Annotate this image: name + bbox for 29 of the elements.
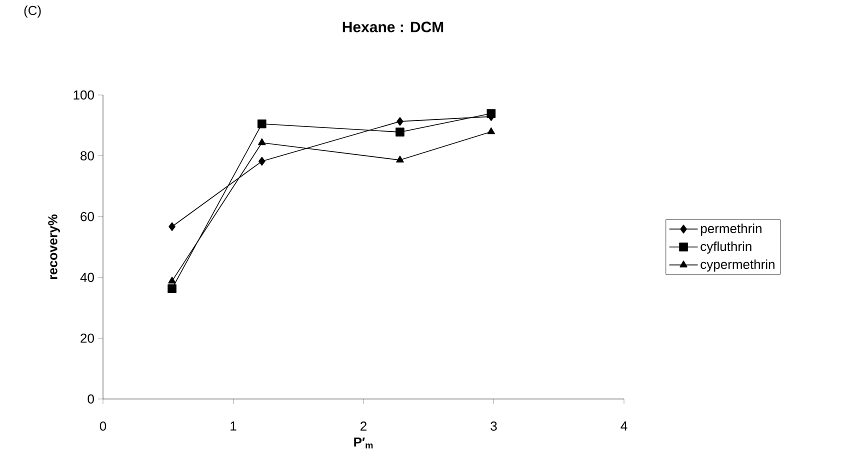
chart-title: Hexane : DCM bbox=[342, 22, 444, 32]
legend-label: cypermethrin bbox=[700, 259, 774, 272]
x-tick-label: 2 bbox=[360, 422, 366, 431]
y-tick-label: 0 bbox=[88, 394, 94, 404]
point bbox=[396, 156, 404, 162]
x-tick-label: 1 bbox=[230, 422, 236, 430]
point bbox=[396, 117, 404, 126]
legend-label: cyfluthrin bbox=[700, 242, 752, 254]
y-tick-label: 80 bbox=[80, 151, 94, 160]
x-axis-title: P′$_{m}$ bbox=[354, 438, 373, 448]
legend-label: permethrin bbox=[700, 224, 762, 236]
x-tick-label: 3 bbox=[490, 422, 497, 431]
y-tick-label: 100 bbox=[74, 90, 94, 100]
point bbox=[168, 276, 176, 284]
y-tick-label: 60 bbox=[80, 212, 94, 222]
point bbox=[258, 138, 266, 146]
y-axis-title: recovery% bbox=[48, 214, 60, 280]
point bbox=[168, 284, 176, 294]
text: (C) bbox=[24, 6, 41, 18]
y-tick-label: 20 bbox=[80, 334, 94, 343]
y-tick-label: 40 bbox=[80, 272, 94, 282]
point bbox=[258, 119, 266, 128]
x-tick-label: 4 bbox=[620, 422, 628, 430]
point bbox=[168, 222, 176, 232]
point bbox=[486, 109, 496, 118]
x-tick-label: 0 bbox=[100, 422, 106, 431]
point bbox=[258, 156, 266, 166]
point bbox=[396, 128, 404, 136]
point bbox=[487, 127, 496, 134]
